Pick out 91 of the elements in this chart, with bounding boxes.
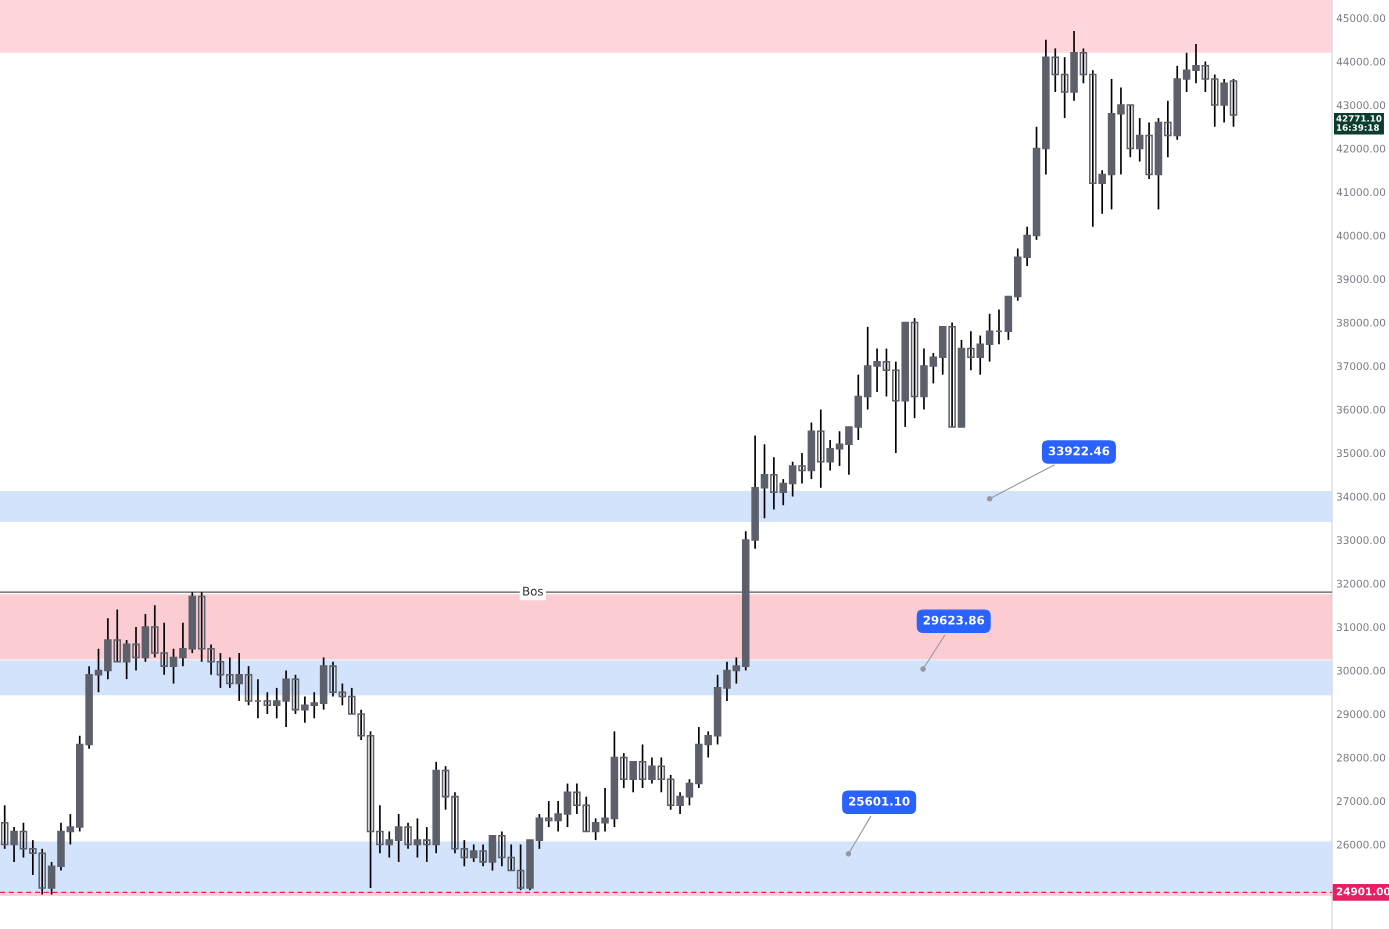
y-tick-label: 27000.00 xyxy=(1336,797,1386,806)
candlestick xyxy=(1117,86,1125,176)
candlestick xyxy=(460,839,469,868)
y-tick-label: 30000.00 xyxy=(1336,666,1386,675)
candlestick xyxy=(394,813,403,863)
candlestick xyxy=(676,791,684,815)
candlestick xyxy=(882,347,891,398)
candlestick xyxy=(169,647,178,685)
candlestick xyxy=(648,756,656,785)
candlestick xyxy=(685,778,694,807)
candlestick xyxy=(657,756,666,794)
candlestick xyxy=(94,647,103,694)
candlestick xyxy=(197,591,206,663)
candlestick xyxy=(638,743,647,789)
candlestick xyxy=(291,674,300,715)
candlestick xyxy=(1229,78,1238,128)
candlestick xyxy=(573,782,581,815)
candlestick xyxy=(10,826,18,863)
candlestick xyxy=(19,821,28,859)
candlestick xyxy=(441,765,450,811)
y-tick-label: 36000.00 xyxy=(1336,405,1386,414)
candlestick xyxy=(1201,60,1210,93)
candlestick xyxy=(1051,47,1060,93)
candlestick xyxy=(929,352,938,385)
candlestick xyxy=(985,312,994,363)
candlestick xyxy=(760,443,769,520)
candlestick xyxy=(385,830,394,859)
y-tick-label: 32000.00 xyxy=(1336,579,1386,588)
candlestick xyxy=(376,804,384,855)
candlestick xyxy=(122,639,131,681)
y-tick-label: 31000.00 xyxy=(1336,623,1386,632)
candlestick xyxy=(582,795,591,833)
candlestick xyxy=(732,656,741,685)
candlestick xyxy=(207,643,215,676)
candlestick xyxy=(451,791,459,855)
candlestick xyxy=(601,787,609,833)
candlestick xyxy=(591,817,600,841)
annotation: 25601.10 xyxy=(849,796,910,806)
candlestick xyxy=(948,321,956,428)
y-tick-label: 35000.00 xyxy=(1336,449,1386,458)
y-tick-label: 38000.00 xyxy=(1336,318,1386,327)
y-tick-label: 42000.00 xyxy=(1336,144,1386,153)
candlestick xyxy=(216,652,225,689)
y-tick-label: 44000.00 xyxy=(1336,57,1386,66)
y-tick-label: 41000.00 xyxy=(1336,188,1386,197)
candlestick xyxy=(263,691,272,715)
candlestick xyxy=(1126,104,1135,159)
ref-line-label: Bos xyxy=(523,586,543,596)
candlestick xyxy=(1079,47,1088,85)
candlestick xyxy=(366,730,375,889)
y-tick-label: 45000.00 xyxy=(1336,14,1386,23)
y-tick-label: 40000.00 xyxy=(1336,231,1386,240)
candlestick xyxy=(404,821,412,850)
candlestick xyxy=(282,669,290,728)
candlestick xyxy=(723,660,731,702)
annotation: 29623.86 xyxy=(923,615,985,625)
candlestick xyxy=(666,774,675,811)
candlestick xyxy=(535,813,544,850)
candlestick xyxy=(1192,43,1200,85)
candlestick xyxy=(329,660,337,698)
y-tick-label: 37000.00 xyxy=(1336,362,1386,371)
candlestick xyxy=(845,426,853,476)
y-tick-label: 34000.00 xyxy=(1336,492,1386,501)
candlestick xyxy=(132,626,140,672)
annotation: 33922.46 xyxy=(1048,446,1110,456)
candlestick xyxy=(413,817,422,859)
candlestick xyxy=(1135,117,1144,163)
candlestick xyxy=(244,665,253,707)
candlestick xyxy=(1145,121,1153,180)
candlestick xyxy=(1182,51,1191,93)
y-tick-label: 43000.00 xyxy=(1336,101,1386,110)
candlestick xyxy=(479,843,487,868)
candlestick xyxy=(798,452,806,485)
candlestick xyxy=(563,782,572,828)
candlestick xyxy=(66,813,75,846)
candlestick xyxy=(516,843,525,891)
candlestick xyxy=(0,804,9,850)
candlestick xyxy=(338,682,347,707)
candlestick xyxy=(272,687,281,720)
text: 42771.10 16:39:18 xyxy=(1336,115,1382,131)
y-tick-label: 28000.00 xyxy=(1336,753,1386,762)
candlestick xyxy=(179,621,187,667)
y-tick-label: 29000.00 xyxy=(1336,710,1386,719)
candlestick xyxy=(873,347,881,393)
y-tick-label: 39000.00 xyxy=(1336,275,1386,284)
candlestick xyxy=(910,317,919,420)
candlestick xyxy=(47,861,56,896)
candlestick xyxy=(1060,56,1069,119)
candlestick xyxy=(788,460,797,498)
y-tick-label: 33000.00 xyxy=(1336,536,1386,545)
y-tick-label: 26000.00 xyxy=(1336,840,1386,849)
